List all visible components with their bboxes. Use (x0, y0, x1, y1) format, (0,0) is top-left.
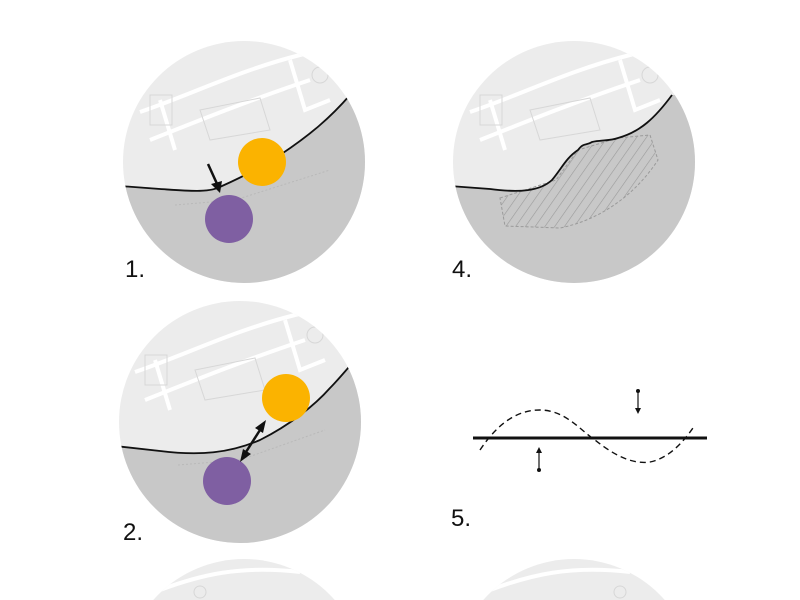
panel-4 (453, 41, 695, 283)
panel-partial-left (123, 559, 365, 600)
panel-4-label: 4. (452, 256, 473, 283)
panel-2-label: 2. (123, 519, 144, 546)
arrow-up-icon (536, 447, 542, 472)
panel-5 (473, 389, 707, 472)
double-arrow-icon (240, 420, 266, 462)
panel-1-label: 1. (125, 256, 146, 283)
hatched-erosion-zone (499, 134, 659, 229)
arrow-down-icon (635, 389, 641, 414)
yellow-circle (262, 374, 310, 422)
purple-circle (203, 457, 251, 505)
panel-5-label: 5. (451, 505, 472, 532)
shoreline (453, 94, 673, 192)
panel-partial-right (453, 559, 695, 600)
purple-circle (205, 195, 253, 243)
yellow-circle (238, 138, 286, 186)
panel-1 (123, 41, 365, 283)
wave-line (479, 409, 696, 464)
panel-2 (119, 301, 361, 543)
shoreline (119, 354, 361, 455)
water-area (123, 95, 365, 283)
arrow-down-icon (206, 163, 222, 193)
